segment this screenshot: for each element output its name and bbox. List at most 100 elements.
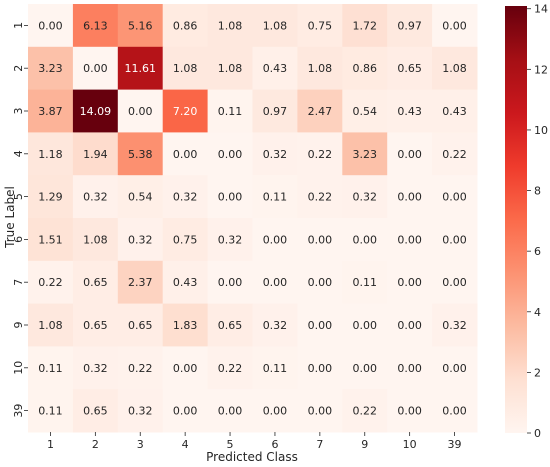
heatmap-cell [207,389,253,433]
cell-value-label: 0.00 [218,191,243,204]
heatmap-cell [342,303,388,347]
heatmap-cell [28,89,74,133]
heatmap-cell [387,260,433,305]
cell-value-label: 0.22 [218,362,243,375]
heatmap-cell [117,389,164,433]
x-tick-label: 7 [316,438,323,451]
y-tick-label: 6 [12,236,25,243]
heatmap-cell [252,89,298,133]
y-tick-label: 3 [12,108,25,115]
cell-value-label: 0.00 [397,191,422,204]
cell-value-label: 0.22 [353,405,378,418]
cell-value-label: 0.65 [128,319,153,332]
x-tick-label: 2 [92,438,99,451]
colorbar-tick-label: 12 [534,63,548,76]
cell-value-label: 6.13 [83,19,108,32]
heatmap-cell [28,389,74,433]
cell-value-label: 0.00 [173,362,198,375]
heatmap-cell [387,132,433,176]
cell-value-label: 0.00 [442,19,467,32]
heatmap-cell [387,89,433,133]
heatmap-cell [252,303,298,347]
cell-value-label: 1.08 [218,62,243,75]
cell-value-label: 0.43 [173,276,198,289]
heatmap-cell [162,175,209,219]
heatmap-cell [117,218,164,262]
cell-value-label: 0.00 [38,19,63,32]
heatmap-cell [28,218,74,262]
cell-value-label: 14.09 [80,105,112,118]
cell-value-label: 0.00 [83,62,108,75]
cell-value-label: 1.08 [263,19,288,32]
cell-value-label: 0.54 [353,105,378,118]
heatmap-cell [297,89,343,133]
heatmap-cell [387,346,433,390]
heatmap-cell [72,46,119,91]
y-tick-label: 5 [12,193,25,200]
heatmap-cell [252,175,298,219]
heatmap-cell [252,218,298,262]
heatmap-cell [207,46,253,91]
heatmap-cell [207,132,253,176]
heatmap-cell [297,260,343,305]
cell-value-label: 0.00 [263,405,288,418]
cell-value-label: 0.00 [308,362,333,375]
heatmap-cell [252,260,298,305]
cell-value-label: 1.08 [173,62,198,75]
y-tick-label: 2 [12,65,25,72]
cell-value-label: 0.32 [128,233,153,246]
heatmap-cell [72,132,119,176]
heatmap-cell [342,346,388,390]
cell-value-label: 0.00 [173,148,198,161]
cell-value-label: 0.00 [397,276,422,289]
x-tick-label: 10 [403,438,417,451]
colorbar [505,6,527,433]
heatmap-cell [117,303,164,347]
cell-value-label: 0.86 [173,19,198,32]
heatmap-cell [28,260,74,305]
cell-value-label: 0.11 [263,362,288,375]
cell-value-label: 7.20 [173,105,198,118]
cell-value-label: 2.37 [128,276,153,289]
cell-value-label: 0.00 [442,405,467,418]
cell-value-label: 0.65 [397,62,422,75]
heatmap-cell [297,175,343,219]
cell-value-label: 0.00 [263,276,288,289]
heatmap-cell [342,389,388,433]
heatmap-cell [162,260,209,305]
cell-value-label: 0.11 [38,362,63,375]
cell-value-label: 0.00 [397,233,422,246]
y-axis-label: True Label [3,186,17,249]
cell-value-label: 0.00 [218,405,243,418]
heatmap-cell [72,175,119,219]
cell-value-label: 0.65 [83,319,108,332]
heatmap-cells [28,4,478,433]
cell-value-label: 0.00 [308,319,333,332]
heatmap-cell [72,303,119,347]
heatmap-cell [432,218,478,262]
y-axis-ticks: 1 2 3 4 5 6 7 9 10 39 [12,22,28,418]
y-tick-label: 1 [12,22,25,29]
heatmap-cell [297,389,343,433]
cell-value-label: 3.87 [38,105,63,118]
cell-value-label: 0.32 [128,405,153,418]
heatmap-cell [162,346,209,390]
cell-value-label: 1.83 [173,319,198,332]
cell-value-label: 0.00 [218,276,243,289]
y-tick-label: 9 [12,322,25,329]
cell-value-label: 0.00 [442,233,467,246]
cell-value-label: 0.65 [83,405,108,418]
heatmap-cell [432,132,478,176]
heatmap-cell [207,303,253,347]
cell-value-label: 1.08 [308,62,333,75]
colorbar-ticks: 0 2 4 6 8 10 12 14 [527,3,548,440]
cell-value-label: 0.32 [218,233,243,246]
cell-value-label: 1.08 [442,62,467,75]
cell-value-label: 0.11 [38,405,63,418]
heatmap-cell [342,89,388,133]
cell-value-label: 0.75 [308,19,333,32]
heatmap-cell [432,175,478,219]
cell-value-label: 0.00 [308,405,333,418]
cell-value-label: 0.22 [128,362,153,375]
